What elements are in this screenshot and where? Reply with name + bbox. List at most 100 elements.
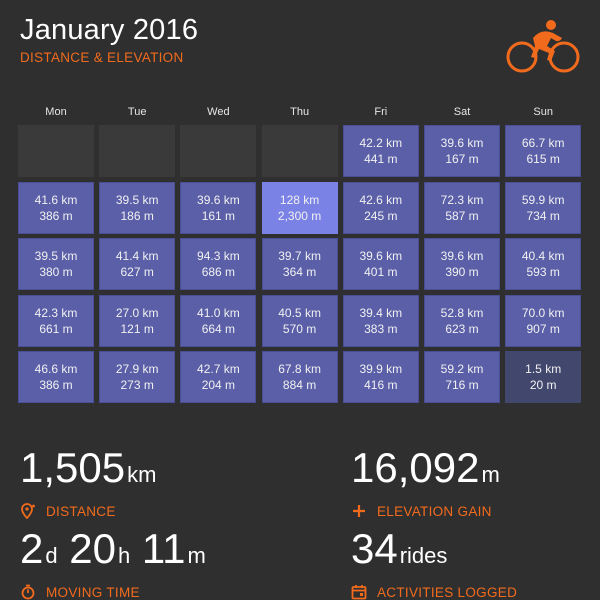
- cell-elevation: 273 m: [120, 378, 154, 393]
- elevation-value: 16,092: [351, 444, 480, 491]
- cell-elevation: 161 m: [201, 208, 236, 223]
- cell-elevation: 664 m: [201, 321, 236, 336]
- calendar-cell: 70.0 km 907 m: [505, 294, 582, 347]
- calendar-cell: 128 km 2,300 m: [261, 181, 338, 234]
- calendar-cell-empty: [180, 125, 257, 177]
- cell-elevation: 716 m: [445, 378, 479, 393]
- calendar-cell-empty: [99, 125, 176, 177]
- cell-distance: 59.9 km: [521, 192, 565, 207]
- calendar-cell: 39.6 km 167 m: [424, 125, 500, 177]
- cell-distance: 72.3 km: [440, 192, 484, 207]
- cell-distance: 27.9 km: [115, 362, 159, 377]
- cyclist-logo-icon: [506, 20, 580, 73]
- cell-elevation: 907 m: [526, 321, 560, 336]
- calendar-icon: [351, 585, 367, 600]
- moving-time-days-unit: d: [45, 543, 58, 568]
- calendar-cell: 46.6 km 386 m: [18, 351, 94, 404]
- cell-elevation: 383 m: [364, 321, 398, 336]
- calendar-cell: 41.0 km 664 m: [180, 294, 257, 347]
- cell-distance: 39.6 km: [197, 192, 240, 207]
- calendar-cell: 41.6 km 386 m: [18, 181, 94, 234]
- activities-label: ACTIVITIES LOGGED: [377, 584, 518, 600]
- cell-distance: 42.2 km: [359, 136, 403, 150]
- calendar-cell: 39.7 km 364 m: [261, 238, 338, 291]
- calendar-cell: 27.9 km 273 m: [99, 351, 176, 404]
- cell-distance: 27.0 km: [115, 305, 159, 320]
- moving-time-hours: 20: [69, 525, 116, 572]
- weekday-label: Tue: [127, 106, 147, 118]
- calendar-cell: 42.6 km 245 m: [342, 181, 419, 234]
- calendar-cell: 41.4 km 627 m: [99, 238, 176, 291]
- cell-elevation: 186 m: [120, 208, 154, 223]
- cell-distance: 128 km: [279, 192, 320, 207]
- page-subtitle: DISTANCE & ELEVATION: [20, 50, 184, 65]
- moving-time-label: MOVING TIME: [46, 584, 140, 600]
- calendar-cell: 39.6 km 161 m: [180, 181, 257, 234]
- calendar-cell: 40.4 km 593 m: [505, 238, 582, 291]
- cell-distance: 39.6 km: [359, 249, 403, 264]
- cell-elevation: 570 m: [282, 321, 317, 336]
- cell-distance: 41.0 km: [197, 305, 240, 320]
- cell-elevation: 615 m: [526, 152, 560, 166]
- moving-time-days: 2: [20, 525, 44, 572]
- activities-value: 34: [351, 525, 398, 572]
- calendar-cell: 59.9 km 734 m: [505, 181, 582, 234]
- cell-elevation: 441 m: [364, 152, 398, 166]
- cell-elevation: 386 m: [39, 378, 73, 393]
- calendar-cell: 40.5 km 570 m: [261, 294, 338, 347]
- weekday-label: Sun: [533, 106, 553, 118]
- distance-label: DISTANCE: [46, 503, 116, 519]
- cell-distance: 39.6 km: [440, 249, 484, 264]
- stopwatch-icon: [21, 584, 35, 600]
- cell-elevation: 593 m: [526, 265, 560, 280]
- calendar-cell: 52.8 km 623 m: [424, 294, 500, 347]
- cell-elevation: 2,300 m: [277, 208, 322, 223]
- stat-elevation: 16,092m ELEVATION GAIN: [351, 446, 500, 519]
- calendar-cell: 39.6 km 390 m: [424, 238, 500, 291]
- plus-icon: [353, 505, 365, 517]
- cell-distance: 40.4 km: [521, 249, 565, 264]
- calendar-cell: 72.3 km 587 m: [424, 181, 500, 234]
- calendar-cell: 59.2 km 716 m: [424, 351, 500, 404]
- stat-distance: 1,505km DISTANCE: [20, 446, 156, 519]
- cell-distance: 42.3 km: [34, 305, 78, 320]
- cell-elevation: 245 m: [364, 208, 398, 223]
- cell-distance: 39.9 km: [359, 362, 403, 377]
- cell-elevation: 623 m: [445, 321, 479, 336]
- cell-distance: 39.4 km: [359, 305, 403, 320]
- cell-elevation: 416 m: [364, 378, 398, 393]
- cell-distance: 39.7 km: [278, 249, 321, 264]
- calendar-cell: 42.2 km 441 m: [342, 125, 419, 177]
- cell-elevation: 734 m: [526, 208, 560, 223]
- cell-distance: 40.5 km: [278, 305, 321, 320]
- page-title: January 2016: [20, 14, 199, 46]
- calendar-cell: 94.3 km 686 m: [180, 238, 257, 291]
- cell-distance: 94.3 km: [197, 249, 240, 264]
- cell-elevation: 686 m: [201, 265, 236, 280]
- calendar-cell: 39.5 km 186 m: [99, 181, 176, 234]
- cell-distance: 52.8 km: [440, 305, 484, 320]
- calendar-cell: 27.0 km 121 m: [99, 294, 176, 347]
- weekday-label: Thu: [290, 106, 310, 118]
- moving-time-minutes-unit: m: [187, 543, 206, 568]
- weekday-label: Sat: [453, 106, 471, 118]
- activities-unit: rides: [399, 543, 448, 568]
- stat-activities: 34rides ACTIVITIES LOGGED: [351, 527, 517, 600]
- elevation-unit: m: [481, 462, 500, 487]
- cell-distance: 1.5 km: [525, 362, 562, 377]
- cell-distance: 66.7 km: [521, 136, 565, 150]
- cell-distance: 42.7 km: [197, 362, 240, 377]
- header: January 2016 DISTANCE & ELEVATION: [20, 12, 198, 65]
- calendar-grid: 42.2 km 441 m 39.6 km 167 m 66.7 km 615 m 41.6…: [18, 125, 582, 405]
- calendar-cell: 39.9 km 416 m: [342, 351, 419, 404]
- moving-time-minutes: 11: [141, 525, 186, 572]
- cell-elevation: 364 m: [282, 265, 317, 280]
- cell-elevation: 167 m: [445, 152, 479, 166]
- weekday-label: Mon: [45, 106, 67, 118]
- cell-elevation: 20 m: [529, 378, 557, 393]
- calendar-cell: 1.5 km 20 m: [505, 351, 582, 404]
- cell-distance: 39.6 km: [440, 136, 484, 150]
- cell-distance: 70.0 km: [521, 305, 565, 320]
- weekday-label: Wed: [207, 106, 230, 118]
- cell-distance: 41.4 km: [115, 249, 159, 264]
